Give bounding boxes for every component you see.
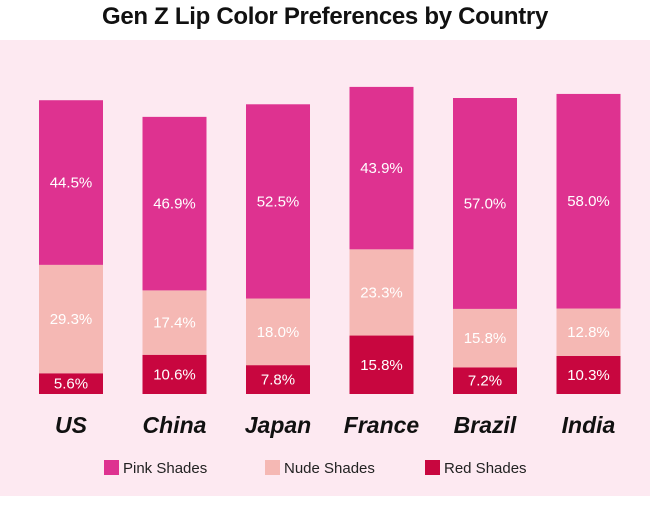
bar-brazil-red-shades [453, 367, 517, 394]
bar-japan-nude-shades [246, 298, 310, 366]
data-label-us-pink-shades: 44.5% [50, 175, 93, 192]
category-label-china: China [143, 412, 207, 438]
data-label-japan-pink-shades: 52.5% [257, 193, 300, 210]
chart-panel: 5.6% 29.3% 44.5% US 10.6% 17.4% 46.9% China 7.8%… [0, 40, 650, 496]
legend-label-pink-shades: Pink Shades [123, 460, 207, 477]
data-label-brazil-pink-shades: 57.0% [464, 195, 507, 212]
data-label-brazil-nude-shades: 15.8% [464, 330, 507, 347]
bar-us-nude-shades [39, 264, 103, 374]
data-label-france-nude-shades: 23.3% [360, 284, 403, 301]
bar-japan-red-shades [246, 365, 310, 394]
bar-france-nude-shades [349, 249, 414, 336]
data-label-china-pink-shades: 46.9% [153, 196, 196, 213]
data-label-japan-red-shades: 7.8% [261, 372, 295, 389]
legend-label-red-shades: Red Shades [444, 460, 527, 477]
data-label-india-red-shades: 10.3% [567, 367, 610, 384]
bar-china-pink-shades [142, 116, 207, 291]
data-label-france-red-shades: 15.8% [360, 357, 403, 374]
bar-us-red-shades [39, 373, 103, 394]
bar-india-red-shades [556, 355, 621, 394]
legend-swatch-nude-shades [265, 460, 280, 475]
bar-china-nude-shades [142, 290, 207, 355]
category-label-france: France [344, 412, 420, 438]
data-label-japan-nude-shades: 18.0% [257, 324, 300, 341]
bar-india-pink-shades [556, 93, 621, 309]
chart-title: Gen Z Lip Color Preferences by Country [101, 3, 549, 30]
data-label-india-nude-shades: 12.8% [567, 324, 610, 341]
legend-swatch-red-shades [425, 460, 440, 475]
data-label-us-red-shades: 5.6% [54, 376, 88, 393]
bar-brazil-nude-shades [453, 308, 517, 368]
data-label-india-pink-shades: 58.0% [567, 193, 610, 210]
legend-label-nude-shades: Nude Shades [284, 460, 375, 477]
bar-china-red-shades [142, 354, 207, 394]
legend-swatch-pink-shades [104, 460, 119, 475]
bar-india-nude-shades [556, 308, 621, 356]
data-label-brazil-red-shades: 7.2% [468, 373, 502, 390]
data-label-france-pink-shades: 43.9% [360, 160, 403, 177]
bar-brazil-pink-shades [453, 98, 517, 309]
bar-france-pink-shades [349, 86, 414, 250]
category-label-india: India [562, 412, 616, 438]
data-label-china-nude-shades: 17.4% [153, 315, 196, 332]
category-label-brazil: Brazil [454, 412, 517, 438]
chart-plot: 5.6% 29.3% 44.5% US 10.6% 17.4% 46.9% China 7.8%… [39, 86, 621, 477]
category-label-us: US [55, 412, 88, 438]
bar-japan-pink-shades [246, 104, 310, 299]
data-label-us-nude-shades: 29.3% [50, 311, 93, 328]
bar-france-red-shades [349, 335, 414, 394]
bar-us-pink-shades [39, 100, 103, 265]
data-label-china-red-shades: 10.6% [153, 366, 196, 383]
category-label-japan: Japan [245, 412, 311, 438]
